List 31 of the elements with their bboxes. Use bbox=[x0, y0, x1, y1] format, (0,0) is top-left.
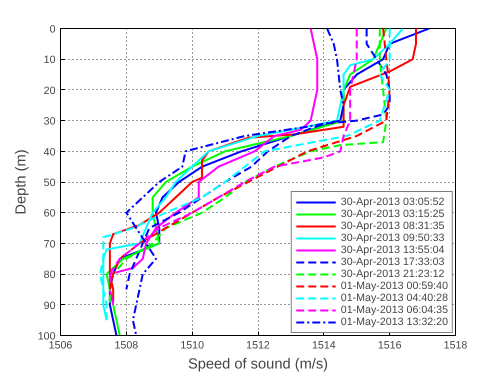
legend-label: 30-Apr-2013 09:50:33 bbox=[340, 232, 444, 244]
y-axis-title: Depth (m) bbox=[14, 149, 30, 215]
x-tick-label: 1518 bbox=[444, 340, 468, 352]
x-tick-label: 1514 bbox=[312, 340, 336, 352]
legend-label: 01-May-2013 06:04:35 bbox=[340, 304, 448, 316]
y-tick-label: 90 bbox=[44, 300, 56, 312]
x-axis-title: Speed of sound (m/s) bbox=[188, 356, 328, 372]
legend-label: 30-Apr-2013 17:33:03 bbox=[340, 256, 444, 268]
legend-label: 01-May-2013 13:32:20 bbox=[340, 316, 448, 328]
legend-label: 01-May-2013 04:40:28 bbox=[340, 292, 448, 304]
x-tick-label: 1510 bbox=[180, 340, 204, 352]
y-tick-label: 40 bbox=[44, 146, 56, 158]
y-tick-label: 0 bbox=[50, 24, 56, 36]
y-tick-label: 30 bbox=[44, 116, 56, 128]
y-tick-label: 60 bbox=[44, 208, 56, 220]
legend-label: 30-Apr-2013 08:31:35 bbox=[340, 220, 444, 232]
y-tick-label: 10 bbox=[44, 54, 56, 66]
x-tick-label: 1512 bbox=[246, 340, 270, 352]
x-tick-label: 1516 bbox=[378, 340, 402, 352]
y-tick-label: 50 bbox=[44, 177, 56, 189]
y-tick-label: 70 bbox=[44, 238, 56, 250]
legend-label: 30-Apr-2013 13:55:04 bbox=[340, 244, 444, 256]
y-tick-label: 80 bbox=[44, 269, 56, 282]
y-tick-label: 20 bbox=[44, 84, 56, 97]
legend-label: 01-May-2013 00:59:40 bbox=[340, 280, 448, 292]
legend-label: 30-Apr-2013 03:15:25 bbox=[340, 208, 444, 220]
legend-label: 30-Apr-2013 03:05:52 bbox=[340, 196, 444, 208]
y-tick-label: 100 bbox=[38, 330, 56, 342]
x-tick-label: 1506 bbox=[48, 340, 72, 352]
x-tick-label: 1508 bbox=[114, 340, 138, 352]
legend-label: 30-Apr-2013 21:23:12 bbox=[340, 268, 444, 280]
